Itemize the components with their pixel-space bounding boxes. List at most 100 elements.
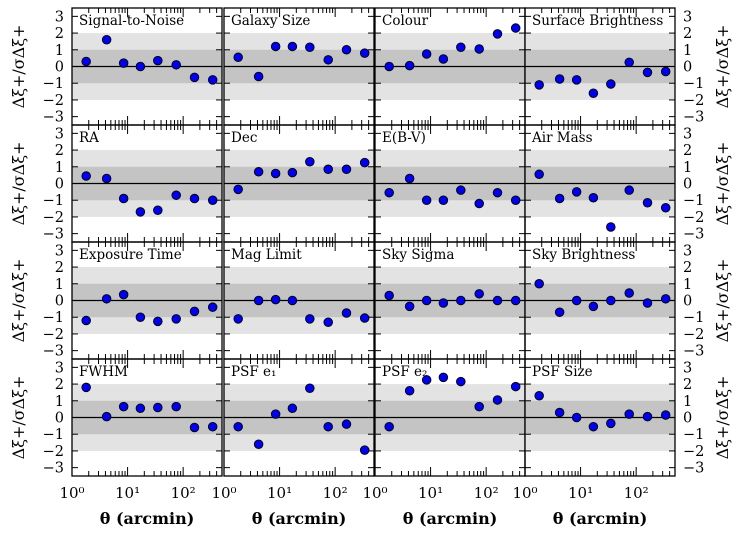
y-tick-label: 1 [55,43,64,59]
data-point [253,71,264,82]
y-tick-label: 3 [55,243,64,259]
y-tick-label: 0 [683,294,692,310]
panel-label: Surface Brightness [532,13,663,29]
data-point [101,173,112,184]
x-axis-label: θ (arcmin) [403,509,498,528]
data-point [554,407,565,418]
data-point [287,403,298,414]
panel: Galaxy Size [223,7,375,126]
data-point [305,383,315,394]
data-point [153,55,163,66]
data-point [118,193,129,204]
data-point [384,187,394,198]
data-point [118,58,129,68]
panel-label: PSF e₂ [382,364,427,380]
data-point [118,401,129,412]
data-point [359,48,370,58]
data-point [588,88,599,98]
data-point [287,295,298,306]
panel-label: Exposure Time [79,247,182,263]
x-tick-label: 10² [624,484,649,502]
panel-label: Sky Sigma [382,247,454,263]
data-point [207,421,218,432]
data-point [287,41,298,52]
data-point [474,401,484,412]
y-tick-label: −2 [683,327,704,343]
panel: PSF e₁ [223,358,375,477]
data-point [660,294,671,304]
panel-label: Colour [382,13,429,29]
y-tick-label: −2 [683,93,704,109]
data-point [341,308,352,318]
x-tick-label: 10¹ [418,484,443,502]
data-point [153,316,163,327]
y-tick-label: −1 [683,193,704,209]
x-tick-label: 10⁰ [211,484,236,502]
y-tick-label: −3 [683,227,704,243]
data-point [571,187,582,197]
y-tick-label: 1 [683,394,692,410]
y-tick-label: 2 [55,260,64,276]
panel-label: Sky Brightness [532,247,635,263]
data-point [233,184,243,195]
x-axis-label: θ (arcmin) [100,509,195,528]
data-point [606,295,616,306]
x-axis-label: θ (arcmin) [252,509,347,528]
data-point [305,42,315,53]
y-tick-label: −2 [43,444,64,460]
data-point [323,317,333,327]
data-point [456,185,466,195]
data-point [492,29,503,39]
data-point [404,301,415,312]
data-point [510,381,521,392]
data-point [606,79,616,89]
data-point [253,167,264,177]
y-axis-label: Δξ+/σΔξ+ [713,142,732,226]
panel: Colour [374,7,526,126]
y-tick-label: 1 [55,394,64,410]
data-point [404,173,415,184]
data-point [153,402,163,413]
y-tick-label: 1 [55,160,64,176]
y-tick-label: −2 [43,210,64,226]
y-tick-label: −3 [43,227,64,243]
panel: Signal-to-Noise [71,7,223,126]
data-point [660,410,671,420]
data-point [189,306,200,317]
y-tick-label: 2 [683,260,692,276]
y-tick-label: −3 [683,344,704,360]
data-point [233,52,243,63]
data-point [118,289,129,300]
panel-label: Mag Limit [231,247,302,263]
data-point [510,23,521,33]
data-point [642,411,653,422]
data-point [571,412,582,423]
data-point [534,391,544,401]
data-point [660,66,671,77]
panel: Dec [223,124,375,243]
panel-label: Signal-to-Noise [79,13,184,29]
data-point [171,401,181,412]
data-point [81,171,91,181]
data-point [341,164,352,175]
data-point [534,80,544,90]
y-tick-label: −1 [43,310,64,326]
data-point [492,295,503,306]
y-tick-label: 3 [683,126,692,142]
y-tick-label: 0 [683,411,692,427]
y-tick-label: 0 [55,177,64,193]
data-point [189,72,200,83]
data-point [624,409,634,419]
data-point [359,313,370,323]
data-point [660,202,671,213]
panel-label: FWHM [79,364,128,380]
x-tick-label: 10² [474,484,499,502]
y-tick-label: 0 [55,294,64,310]
data-point [384,290,394,301]
y-tick-label: 3 [55,360,64,376]
y-tick-label: −1 [683,427,704,443]
panel-frame [524,358,676,477]
data-point [624,288,634,298]
panel: PSF Size [524,358,676,477]
